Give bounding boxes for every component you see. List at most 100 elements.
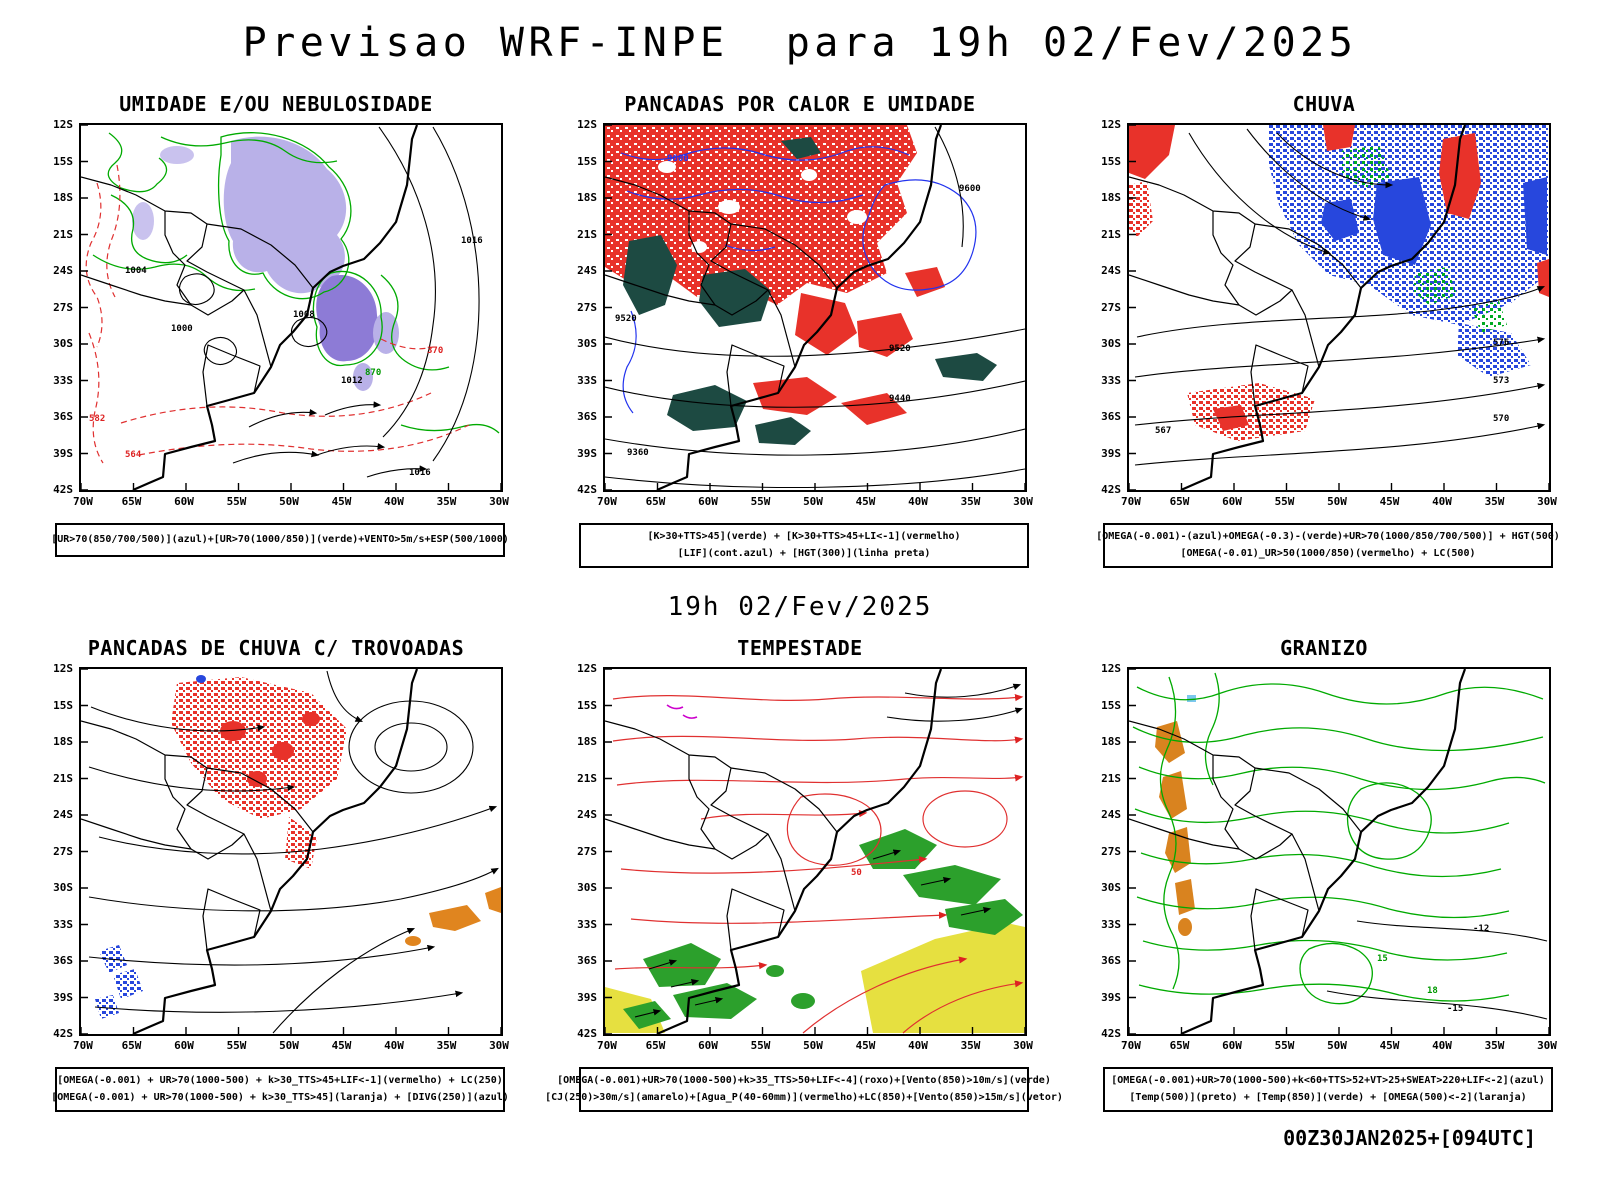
axis-ticks <box>605 669 1025 1034</box>
lon-tick-label: 65W <box>121 495 142 508</box>
lon-tick-label: 55W <box>226 1039 247 1052</box>
lat-axis: 12S 15S 18S 21S 24S 27S 30S 33S 36S 39S 42S <box>1090 663 1123 1040</box>
country-border <box>206 223 314 289</box>
panel-title-chuva: CHUVA <box>1292 92 1356 116</box>
lat-tick-label: 33S <box>53 917 73 931</box>
contour-label: 567 <box>1155 426 1171 436</box>
contour-label: -12 <box>1473 924 1489 934</box>
lat-tick-label: 36S <box>577 954 597 967</box>
lon-tick-label: 50W <box>803 1039 823 1052</box>
country-border <box>202 888 261 951</box>
lon-tick-label: 30W <box>1537 1039 1557 1052</box>
basemap <box>605 125 1025 490</box>
lon-tick-label: 70W <box>1121 1039 1141 1052</box>
coastline <box>132 125 419 490</box>
country-border <box>1129 176 1293 316</box>
map-frame-umidade: 1004 1000 1008 1012 1016 1016 370 564 582 870 <box>79 123 503 492</box>
map-wrap: 12S 15S 18S 21S 24S 27S 30S 33S 36S 39S 42S <box>577 663 1033 1055</box>
map-canvas-pancadas-calor: 9600 9600 9520 9520 9440 9360 <box>605 125 1025 490</box>
legend-line: [UR>70(850/700/500)](azul)+[UR>70(1000/8… <box>51 533 509 545</box>
lat-axis: 12S 15S 18S 21S 24S 27S 30S 33S 36S 39S 42S <box>566 663 599 1040</box>
lat-tick-label: 12S <box>577 662 597 675</box>
lat-tick-label: 36S <box>53 954 73 967</box>
legend-line: [OMEGA(-0.001)+UR>70(1000-500)+k<60+TTS>… <box>1111 1075 1545 1086</box>
weather-art-chuva <box>1129 125 1549 466</box>
contour-label: 576 <box>1493 338 1509 348</box>
weather-art-pancadas-calor <box>605 125 1025 489</box>
country-border <box>726 888 785 951</box>
country-border <box>206 767 314 833</box>
panel-title-umidade: UMIDADE E/OU NEBULOSIDADE <box>119 92 433 116</box>
lat-tick-label: 24S <box>1101 808 1121 821</box>
lat-tick-label: 42S <box>53 483 73 496</box>
lat-tick-label: 12S <box>1101 118 1121 131</box>
lat-axis: 12S 15S 18S 21S 24S 27S 30S 33S 36S 39S 42S <box>566 119 599 496</box>
lon-tick-label: 70W <box>1121 495 1141 508</box>
contour-label: 9600 <box>667 154 689 164</box>
lat-tick-label: 12S <box>53 662 73 675</box>
contour-labels: 50 <box>851 868 862 878</box>
lat-tick-label: 39S <box>53 446 73 460</box>
lat-tick-label: 39S <box>577 446 597 460</box>
lat-tick-label: 24S <box>577 808 597 821</box>
lon-tick-label: 70W <box>73 1039 93 1052</box>
lat-tick-label: 12S <box>577 118 597 131</box>
lat-tick-label: 42S <box>53 1027 73 1040</box>
lat-tick-label: 27S <box>53 300 73 314</box>
legend-line: [OMEGA(-0.001)-(azul)+OMEGA(-0.3)-(verde… <box>1096 531 1560 542</box>
legend-box-granizo: [OMEGA(-0.001)+UR>70(1000-500)+k<60+TTS>… <box>1103 1067 1553 1112</box>
basemap <box>605 669 1025 1034</box>
legend-line: [OMEGA(-0.01)_UR>50(1000/850)(vermelho) … <box>1180 547 1476 559</box>
country-border <box>81 176 245 316</box>
lat-tick-label: 27S <box>53 844 73 858</box>
lat-tick-label: 36S <box>577 410 597 423</box>
contour-label: 1016 <box>461 236 483 246</box>
lat-tick-label: 15S <box>577 154 597 168</box>
panel-umidade: UMIDADE E/OU NEBULOSIDADE 12S 15S 18S 21S 24… <box>43 92 509 568</box>
lat-tick-label: 36S <box>1101 410 1121 423</box>
country-border <box>81 818 192 850</box>
country-border <box>767 289 796 368</box>
country-border <box>1129 720 1293 860</box>
lat-tick-label: 27S <box>577 300 597 314</box>
lat-tick-label: 30S <box>53 881 73 894</box>
lon-tick-label: 45W <box>1379 1039 1400 1052</box>
contour-labels: 576 573 570 567 <box>1155 338 1509 436</box>
lon-tick-label: 50W <box>1327 1039 1347 1052</box>
contour-label: 1012 <box>341 376 363 386</box>
contour-label: 564 <box>125 450 142 460</box>
panel-trovoadas: PANCADAS DE CHUVA C/ TROVOADAS 12S 15S 18S… <box>43 636 509 1112</box>
country-border <box>243 289 272 368</box>
lat-tick-label: 33S <box>577 373 597 387</box>
map-frame-granizo: 15 18 -12 -15 <box>1127 667 1551 1036</box>
lat-tick-label: 24S <box>1101 264 1121 277</box>
country-border <box>1250 344 1309 407</box>
lat-tick-label: 21S <box>577 227 597 241</box>
lat-tick-label: 21S <box>1101 227 1121 241</box>
axis-ticks <box>1129 125 1549 490</box>
contour-label: 9520 <box>615 314 637 324</box>
lat-tick-label: 27S <box>1101 844 1121 858</box>
coastline <box>656 125 943 490</box>
lon-tick-label: 35W <box>1484 1039 1505 1052</box>
lat-tick-label: 24S <box>53 808 73 821</box>
country-border <box>1254 223 1362 289</box>
country-border <box>767 833 796 912</box>
lon-tick-label: 30W <box>1537 495 1557 508</box>
lon-tick-label: 60W <box>698 495 718 508</box>
panel-title-tempestade: TEMPESTADE <box>737 636 863 660</box>
lon-tick-label: 35W <box>1484 495 1505 508</box>
lat-tick-label: 39S <box>577 990 597 1004</box>
lat-tick-label: 18S <box>53 191 73 204</box>
lon-axis: 70W 65W 60W 55W 50W 45W 40W 35W 30W <box>1121 495 1557 511</box>
panel-pancadas-calor: PANCADAS POR CALOR E UMIDADE 12S 15S 18S 21… <box>567 92 1033 568</box>
country-border <box>1129 274 1240 306</box>
lon-tick-label: 45W <box>855 495 876 508</box>
panel-chuva: CHUVA 12S 15S 18S 21S 24S 27S 30S 33S 36S 39S 42S <box>1091 92 1560 568</box>
lat-tick-label: 42S <box>577 1027 597 1040</box>
basemap <box>81 125 501 490</box>
map-canvas-chuva: 576 573 570 567 <box>1129 125 1549 490</box>
map-wrap: 12S 15S 18S 21S 24S 27S 30S 33S 36S 39S 42S <box>1101 119 1557 511</box>
lon-tick-label: 60W <box>1222 1039 1242 1052</box>
lon-axis: 70W 65W 60W 55W 50W 45W 40W 35W 30W <box>1121 1039 1557 1055</box>
